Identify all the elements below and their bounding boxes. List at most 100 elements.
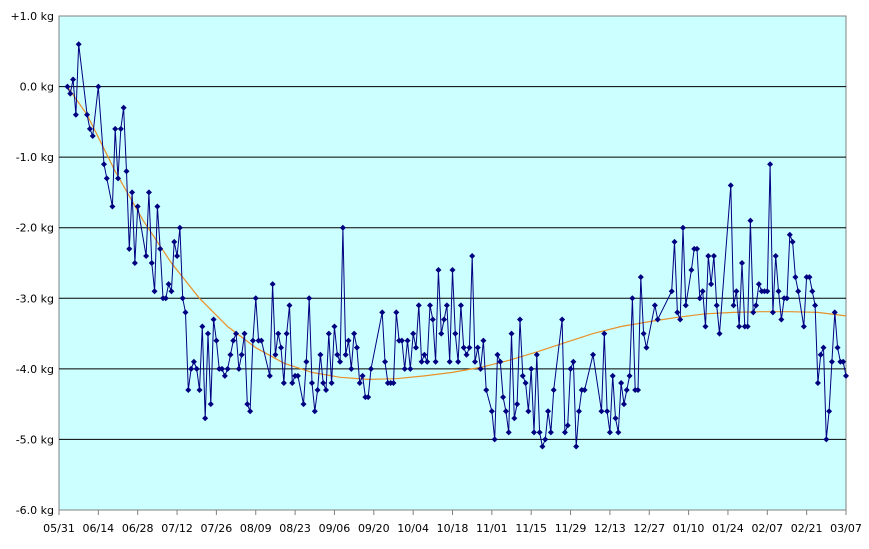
data-point (199, 323, 206, 330)
data-point (480, 337, 487, 344)
data-point (651, 302, 658, 309)
data-point (404, 337, 411, 344)
data-point (190, 358, 197, 365)
data-point (252, 295, 259, 302)
data-point (831, 309, 838, 316)
data-point (266, 372, 273, 379)
data-point (590, 351, 597, 358)
data-point (258, 337, 265, 344)
data-point (755, 281, 762, 288)
data-point (168, 288, 175, 295)
data-point (736, 323, 743, 330)
data-point (75, 41, 82, 48)
data-point (606, 429, 613, 436)
data-point (713, 302, 720, 309)
data-point (609, 372, 616, 379)
data-point (280, 379, 287, 386)
x-tick-label: 10/18 (437, 522, 469, 535)
data-point (767, 161, 774, 168)
data-point (626, 372, 633, 379)
data-point (449, 267, 456, 274)
data-point (460, 344, 467, 351)
data-point (204, 330, 211, 337)
data-point (120, 104, 127, 111)
x-tick-label: 09/20 (358, 522, 390, 535)
data-point (207, 401, 214, 408)
data-point (601, 330, 608, 337)
data-point (463, 351, 470, 358)
data-point (112, 125, 119, 132)
data-point (356, 379, 363, 386)
data-point (733, 288, 740, 295)
data-point (443, 302, 450, 309)
x-tick-label: 11/15 (515, 522, 547, 535)
data-point (671, 238, 678, 245)
data-point (331, 323, 338, 330)
data-point (817, 351, 824, 358)
data-point (188, 365, 195, 372)
data-point (679, 224, 686, 231)
data-point (564, 422, 571, 429)
data-point (179, 295, 186, 302)
data-point (542, 436, 549, 443)
data-point (604, 408, 611, 415)
x-tick-label: 02/07 (751, 522, 783, 535)
x-tick-label: 07/26 (201, 522, 233, 535)
x-tick-label: 03/07 (830, 522, 862, 535)
data-point (469, 252, 476, 259)
data-point (100, 161, 107, 168)
data-point (471, 358, 478, 365)
data-point (233, 330, 240, 337)
data-point (308, 379, 315, 386)
data-point (227, 351, 234, 358)
data-point (488, 408, 495, 415)
x-tick-label: 01/24 (712, 522, 744, 535)
data-point (567, 365, 574, 372)
data-point (351, 330, 358, 337)
data-point (221, 372, 228, 379)
data-point (500, 394, 507, 401)
y-tick-label: -5.0 kg (16, 433, 54, 446)
data-point (278, 344, 285, 351)
data-point (533, 351, 540, 358)
data-point (688, 267, 695, 274)
data-point (129, 189, 136, 196)
data-point (452, 330, 459, 337)
data-point (547, 429, 554, 436)
data-point (219, 365, 226, 372)
data-point (806, 274, 813, 281)
plot-area (58, 15, 847, 511)
data-point (415, 302, 422, 309)
y-tick-label: -3.0 kg (16, 292, 54, 305)
data-point (196, 387, 203, 394)
data-point (519, 372, 526, 379)
data-point (783, 295, 790, 302)
data-point (171, 238, 178, 245)
data-point (705, 252, 712, 259)
data-point (494, 351, 501, 358)
data-point (612, 415, 619, 422)
data-point (317, 351, 324, 358)
data-point (702, 323, 709, 330)
data-point (561, 429, 568, 436)
x-tick-label: 11/01 (476, 522, 508, 535)
data-point (345, 337, 352, 344)
data-point (429, 316, 436, 323)
data-point (514, 401, 521, 408)
data-point (401, 365, 408, 372)
data-point (550, 387, 557, 394)
data-point (151, 288, 158, 295)
data-point (615, 429, 622, 436)
data-point (635, 387, 642, 394)
data-point (84, 111, 91, 118)
data-point (314, 387, 321, 394)
data-point (769, 309, 776, 316)
data-point (477, 365, 484, 372)
data-point (339, 224, 346, 231)
data-point (311, 408, 318, 415)
data-point (814, 379, 821, 386)
data-point (570, 358, 577, 365)
data-point (840, 358, 847, 365)
data-point (474, 344, 481, 351)
data-point (86, 125, 93, 132)
